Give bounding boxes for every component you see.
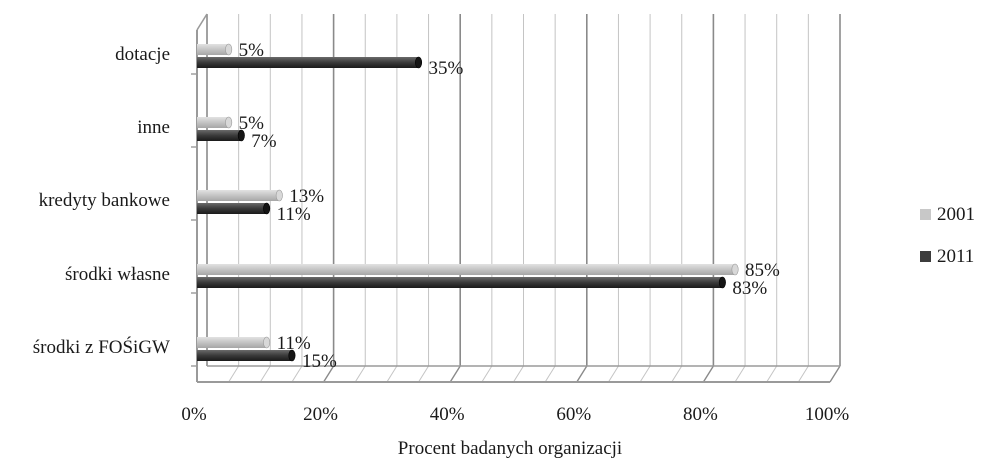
x-tick-label: 60% [556, 404, 591, 425]
floor-gridline-95 [797, 365, 809, 383]
x-tick-label: 80% [683, 404, 718, 425]
axes [191, 13, 840, 383]
floor-gridline-90 [766, 365, 778, 383]
floor-gridline-15 [291, 365, 303, 383]
bar-2001-2 [197, 189, 283, 202]
bar-2001-0 [197, 43, 233, 56]
category-label: środki własne [65, 264, 170, 285]
data-label-2001: 11% [277, 333, 311, 354]
x-tick-label: 0% [181, 404, 207, 425]
labels: 0% 20% 40% 60% 80% 100% Procent badanych organ… [33, 40, 850, 459]
x-tick-label: 100% [805, 404, 850, 425]
bars [197, 43, 739, 362]
floor-gridline-55 [544, 365, 556, 383]
data-label-2011: 35% [429, 58, 464, 79]
bar-2011-3 [197, 276, 726, 289]
category-label: inne [137, 117, 170, 138]
data-label-2011: 11% [277, 204, 311, 225]
data-label-2011: 7% [251, 131, 277, 152]
bar-2001-3 [197, 263, 739, 276]
x-axis-title: Procent badanych organizacji [398, 438, 622, 459]
legend-label: 2001 [937, 204, 975, 225]
floor-gridline-40 [449, 365, 461, 383]
floor-gridline-25 [354, 365, 366, 383]
bar-2011-2 [197, 202, 271, 215]
floor-gridline-5 [228, 365, 240, 383]
legend-item-2001: 2001 [920, 204, 975, 225]
data-label-2001: 5% [239, 113, 265, 134]
y-axis-top-edge [196, 13, 208, 31]
floor-gridline-65 [608, 365, 619, 383]
floor-gridline-10 [259, 365, 271, 383]
floor-gridline-35 [418, 365, 429, 383]
floor-gridline-60 [576, 365, 588, 383]
floor-gridline-80 [702, 365, 714, 383]
bar-2001-4 [197, 336, 271, 349]
category-label: środki z FOŚiGW [33, 336, 170, 358]
floor-gridline-100 [829, 365, 841, 383]
legend: 2001 2011 [920, 204, 975, 267]
floor-gridline-70 [639, 365, 651, 383]
gridlines [228, 14, 841, 383]
floor-gridline-20 [323, 365, 335, 383]
data-label-2011: 83% [732, 278, 767, 299]
x-tick-label: 40% [430, 404, 465, 425]
legend-label: 2011 [937, 246, 974, 267]
legend-swatch [920, 251, 931, 262]
legend-swatch [920, 209, 931, 220]
floor-gridline-75 [671, 365, 683, 383]
category-label: kredyty bankowe [39, 190, 170, 211]
bar-2001-1 [197, 116, 233, 129]
data-label-2001: 85% [745, 260, 780, 281]
data-label-2011: 15% [302, 351, 337, 372]
bar-2011-0 [197, 56, 423, 69]
legend-item-2011: 2011 [920, 246, 974, 267]
floor-gridline-50 [513, 365, 524, 383]
x-tick-label: 20% [303, 404, 338, 425]
bar-2011-4 [197, 349, 296, 362]
floor-gridline-85 [734, 365, 746, 383]
floor-gridline-30 [386, 365, 398, 383]
data-label-2001: 13% [289, 186, 324, 207]
bar-2011-1 [197, 129, 245, 142]
category-label: dotacje [115, 44, 170, 65]
floor-gridline-45 [481, 365, 493, 383]
data-label-2001: 5% [239, 40, 265, 61]
